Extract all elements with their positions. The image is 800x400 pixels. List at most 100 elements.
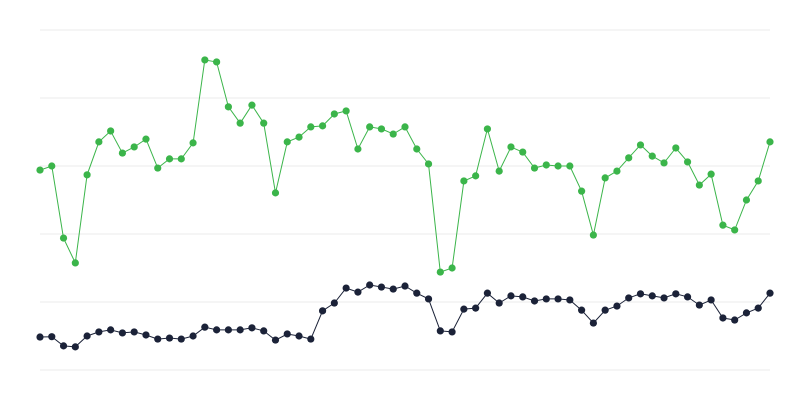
data-point bbox=[483, 289, 492, 297]
data-point bbox=[507, 292, 515, 300]
data-point bbox=[366, 123, 374, 131]
data-point bbox=[389, 130, 397, 138]
data-point bbox=[483, 125, 492, 133]
data-point bbox=[83, 171, 91, 179]
data-point bbox=[201, 323, 209, 331]
data-point bbox=[683, 293, 692, 301]
data-point bbox=[766, 289, 774, 297]
data-point bbox=[330, 299, 338, 307]
series-1 bbox=[36, 56, 774, 276]
data-point bbox=[154, 335, 162, 343]
data-point bbox=[554, 162, 562, 170]
data-point bbox=[601, 174, 609, 182]
data-point bbox=[566, 296, 574, 304]
data-point bbox=[189, 139, 197, 147]
data-point bbox=[59, 234, 68, 242]
data-point bbox=[436, 327, 444, 335]
data-point bbox=[118, 329, 127, 337]
data-point bbox=[636, 290, 645, 298]
data-point bbox=[283, 330, 291, 338]
data-point bbox=[472, 304, 480, 312]
data-point bbox=[107, 127, 115, 135]
data-point bbox=[413, 145, 421, 153]
data-point bbox=[578, 306, 586, 314]
data-point bbox=[71, 343, 79, 351]
data-point bbox=[83, 332, 91, 340]
data-point bbox=[342, 284, 350, 292]
data-point bbox=[436, 268, 444, 276]
data-point bbox=[589, 231, 597, 239]
data-point bbox=[59, 342, 68, 350]
data-point bbox=[307, 335, 315, 343]
data-point bbox=[695, 301, 703, 309]
data-point bbox=[342, 107, 350, 115]
data-point bbox=[236, 326, 244, 334]
data-point bbox=[683, 158, 692, 166]
data-point bbox=[625, 294, 633, 302]
data-point bbox=[107, 326, 115, 334]
data-point bbox=[201, 56, 209, 64]
series-layer bbox=[36, 56, 774, 351]
data-point bbox=[260, 119, 268, 127]
data-point bbox=[742, 196, 751, 204]
data-point bbox=[95, 138, 103, 146]
data-point bbox=[648, 152, 656, 160]
data-point bbox=[377, 125, 386, 133]
data-point bbox=[165, 334, 174, 342]
data-point bbox=[707, 170, 715, 178]
data-point bbox=[742, 309, 751, 317]
data-point bbox=[460, 177, 468, 185]
data-point bbox=[130, 143, 138, 151]
data-point bbox=[413, 289, 421, 297]
data-point bbox=[578, 187, 586, 195]
data-point bbox=[519, 293, 527, 301]
data-point bbox=[507, 143, 515, 151]
data-point bbox=[601, 306, 609, 314]
data-point bbox=[154, 164, 162, 172]
data-point bbox=[118, 149, 127, 157]
data-point bbox=[224, 326, 232, 334]
data-point bbox=[766, 138, 774, 146]
data-point bbox=[719, 221, 727, 229]
data-point bbox=[660, 159, 668, 167]
data-point bbox=[271, 336, 280, 344]
series-line bbox=[39, 284, 771, 348]
data-point bbox=[695, 181, 703, 189]
data-point bbox=[672, 290, 680, 298]
data-point bbox=[318, 307, 327, 315]
data-point bbox=[248, 101, 256, 109]
data-point bbox=[318, 122, 327, 130]
data-point bbox=[48, 162, 56, 170]
data-point bbox=[142, 135, 150, 143]
data-point bbox=[424, 295, 433, 303]
data-point bbox=[307, 123, 315, 131]
data-point bbox=[672, 144, 680, 152]
data-point bbox=[354, 288, 362, 296]
data-point bbox=[460, 305, 468, 313]
data-point bbox=[448, 328, 456, 336]
data-point bbox=[283, 138, 291, 146]
data-point bbox=[719, 314, 727, 322]
data-point bbox=[271, 189, 280, 197]
data-point bbox=[530, 164, 539, 172]
data-point bbox=[636, 141, 645, 149]
data-point bbox=[731, 316, 739, 324]
data-point bbox=[566, 162, 574, 170]
data-point bbox=[613, 167, 621, 175]
data-point bbox=[248, 324, 256, 332]
data-point bbox=[401, 123, 409, 131]
data-point bbox=[389, 285, 397, 293]
data-point bbox=[625, 154, 633, 162]
data-point bbox=[71, 259, 79, 267]
data-point bbox=[648, 292, 656, 300]
data-point bbox=[165, 155, 174, 163]
data-point bbox=[260, 327, 268, 335]
data-point bbox=[754, 304, 762, 312]
data-point bbox=[448, 264, 456, 272]
data-point bbox=[236, 119, 244, 127]
data-point bbox=[754, 177, 762, 185]
data-point bbox=[142, 331, 150, 339]
data-point bbox=[95, 328, 103, 336]
data-point bbox=[660, 294, 668, 302]
